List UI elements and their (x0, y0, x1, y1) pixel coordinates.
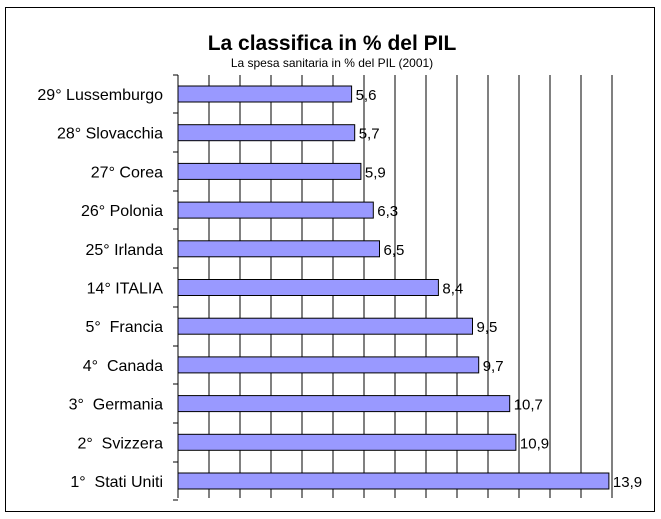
value-label: 9,7 (483, 358, 504, 375)
value-label: 9,5 (477, 319, 498, 336)
value-label: 5,6 (356, 87, 377, 104)
bar (177, 240, 380, 258)
gridlines (208, 75, 613, 498)
category-label: 4° Canada (83, 358, 163, 375)
category-axis (173, 74, 179, 501)
value-label: 8,4 (442, 281, 463, 298)
value-label: 13,9 (613, 474, 642, 491)
bars (177, 85, 610, 490)
category-label: 2° Svizzera (77, 435, 163, 452)
bar (177, 162, 362, 180)
value-label: 10,9 (520, 435, 549, 452)
bar (177, 395, 511, 413)
category-label: 28° Slovacchia (57, 126, 163, 143)
bar (177, 433, 517, 451)
bar (177, 85, 353, 103)
value-label: 6,5 (384, 242, 405, 259)
value-label: 6,3 (377, 203, 398, 220)
bar (177, 472, 610, 490)
bar (177, 356, 480, 374)
category-label: 26° Polonia (81, 203, 163, 220)
bar (177, 124, 356, 142)
category-label: 1° Stati Uniti (70, 474, 163, 491)
category-label: 5° Francia (85, 319, 163, 336)
category-label: 27° Corea (91, 164, 163, 181)
bar (177, 317, 473, 335)
value-label: 5,9 (365, 164, 386, 181)
category-labels: 29° Lussemburgo 28° Slovacchia 27° Corea 26… (37, 87, 163, 491)
category-label: 3° Germania (69, 397, 164, 414)
chart-subtitle: La spesa sanitaria in % del PIL (2001) (231, 56, 433, 70)
category-label: 29° Lussemburgo (37, 87, 163, 104)
category-label: 14° ITALIA (87, 281, 164, 298)
data-labels: 5,6 5,7 5,9 6,3 6,5 8,4 9,5 9,7 10,7 10,9 13,9 (356, 87, 643, 491)
category-label: 25° Irlanda (85, 242, 163, 259)
value-label: 5,7 (359, 126, 380, 143)
bar (177, 279, 439, 296)
bar (177, 201, 374, 219)
chart-title: La classifica in % del PIL (208, 32, 457, 55)
value-label: 10,7 (514, 397, 543, 414)
